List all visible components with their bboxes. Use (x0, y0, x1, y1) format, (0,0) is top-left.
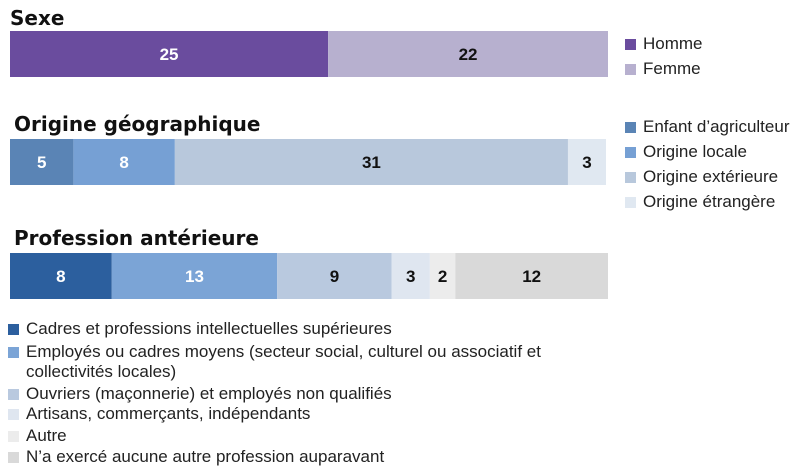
data-label-n-a-exerce-aucune-autre-profession-auparavant: 12 (522, 267, 541, 286)
bar-segment-origine-locale (73, 139, 175, 185)
legend-swatch-femme (625, 63, 636, 75)
legend-swatch-origine-exterieure (625, 171, 636, 183)
data-label-homme: 25 (160, 45, 179, 64)
data-label-artisans-commercants-independants: 3 (406, 267, 415, 286)
bar-segment-origine-etrangere (567, 139, 606, 185)
bar-segment-enfant-d-agriculteur (10, 139, 74, 185)
data-label-autre: 2 (438, 267, 447, 286)
legend-swatch-origine-locale (625, 146, 636, 158)
legend-swatch-cadres (8, 323, 19, 335)
legend-item-employes-cadres-moyens: Employés ou cadres moyens (secteur socia… (8, 342, 586, 382)
data-label-femme: 22 (459, 45, 478, 64)
bar-segment-artisans-commercants-independants (391, 253, 430, 299)
data-label-origine-locale: 8 (119, 153, 128, 172)
stacked-bar-profession: 8 13 9 3 2 12 (10, 253, 608, 299)
legend-item-femme: Femme (625, 59, 701, 79)
legend-item-origine-exterieure: Origine extérieure (625, 167, 778, 187)
bar-segment-autre (429, 253, 456, 299)
legend-swatch-origine-etrangere (625, 196, 636, 208)
data-label-employes-ou-cadres-moyens-secteur-social-culturel-ou-associatif-et-collectivites-locales: 13 (185, 267, 204, 286)
legend-swatch-employes-cadres-moyens (8, 347, 19, 358)
legend-item-homme: Homme (625, 34, 703, 54)
bar-svg: 8 13 9 3 2 12 (10, 253, 608, 299)
bar-segment-origine-exterieure (174, 139, 568, 185)
legend-swatch-homme (625, 38, 636, 50)
bar-segment-ouvriers-maconnerie-et-employes-non-qualifies (277, 253, 392, 299)
bar-svg: 5 8 31 3 (10, 139, 606, 185)
data-label-cadres-et-professions-intellectuelles-superieures: 8 (56, 267, 65, 286)
bar-segment-n-a-exerce-aucune-autre-profession-auparavant (455, 253, 608, 299)
legend-swatch-artisans (8, 408, 19, 420)
stacked-bar-origine: 5 8 31 3 (10, 139, 606, 185)
data-label-enfant-d-agriculteur: 5 (37, 153, 46, 172)
legend-item-cadres: Cadres et professions intellectuelles su… (8, 319, 392, 339)
legend-item-artisans: Artisans, commerçants, indépendants (8, 404, 310, 424)
legend-item-autre: Autre (8, 426, 67, 446)
legend-item-enfant-agriculteur: Enfant d’agriculteur (625, 117, 789, 137)
chart-title-origine: Origine géographique (14, 112, 261, 136)
bar-segment-homme (10, 31, 329, 77)
legend-item-aucune-profession: N’a exercé aucune autre profession aupar… (8, 447, 384, 467)
chart-title-sexe: Sexe (10, 6, 65, 30)
data-label-ouvriers-maconnerie-et-employes-non-qualifies: 9 (330, 267, 339, 286)
chart-title-profession: Profession antérieure (14, 226, 259, 250)
data-label-origine-etrangere: 3 (582, 153, 591, 172)
legend-item-origine-etrangere: Origine étrangère (625, 192, 775, 212)
data-label-origine-exterieure: 31 (362, 153, 381, 172)
legend-swatch-autre (8, 430, 19, 442)
legend-swatch-ouvriers (8, 388, 19, 400)
legend-item-origine-locale: Origine locale (625, 142, 747, 162)
bar-segment-femme (328, 31, 608, 77)
bar-svg: 25 22 (10, 31, 608, 77)
bar-segment-cadres-et-professions-intellectuelles-superieures (10, 253, 112, 299)
legend-swatch-enfant-agriculteur (625, 121, 636, 133)
legend-swatch-aucune-profession (8, 451, 19, 463)
bar-segment-employes-ou-cadres-moyens-secteur-social-culturel-ou-associatif-et-collectivites-locales (111, 253, 278, 299)
stacked-bar-sexe: 25 22 (10, 31, 608, 77)
legend-item-ouvriers: Ouvriers (maçonnerie) et employés non qu… (8, 384, 392, 404)
